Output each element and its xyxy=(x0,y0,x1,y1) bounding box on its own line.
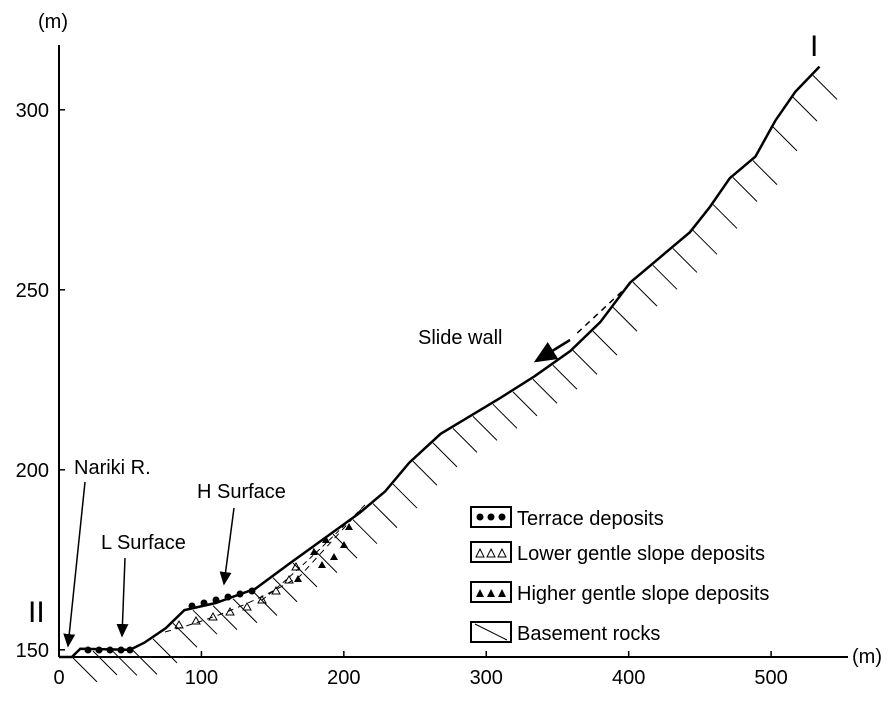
y-tick-label: 150 xyxy=(16,640,49,662)
hatch xyxy=(533,379,557,403)
legend-label: Higher gentle slope deposits xyxy=(517,583,769,605)
annotation: L Surface xyxy=(101,532,186,554)
hatch xyxy=(313,549,337,573)
hatch xyxy=(233,599,257,623)
hatch xyxy=(473,416,497,440)
legend-label: Lower gentle slope deposits xyxy=(517,543,765,565)
hatch xyxy=(373,504,397,528)
hatch xyxy=(253,592,277,616)
hatch xyxy=(153,639,177,663)
hatch xyxy=(673,248,697,272)
hatch xyxy=(593,331,617,355)
chart: (m) (m) I II Slide wall Nariki R. L Surf… xyxy=(0,0,890,709)
hatch xyxy=(173,623,197,647)
hatch xyxy=(753,161,777,185)
hatch xyxy=(133,650,157,674)
x-tick-label: 500 xyxy=(754,667,787,689)
hatch xyxy=(773,127,797,151)
hatch xyxy=(613,307,637,331)
hatch xyxy=(293,563,317,587)
legend: Terrace deposits Lower gentle slope depo… xyxy=(471,507,769,645)
annotation: Slide wall xyxy=(418,327,502,349)
x-tick-label: 100 xyxy=(185,667,218,689)
hatch xyxy=(653,265,677,289)
legend-label: Basement rocks xyxy=(517,623,660,645)
hatch xyxy=(93,651,117,675)
hatch xyxy=(353,520,377,544)
annotation: Nariki R. xyxy=(74,457,151,479)
hatch xyxy=(213,606,237,630)
legend-label: Terrace deposits xyxy=(517,508,664,530)
x-tick-label: 200 xyxy=(327,667,360,689)
hatch xyxy=(113,651,137,675)
hatch xyxy=(73,658,97,682)
profile-line xyxy=(59,67,820,657)
annotation: H Surface xyxy=(197,481,286,503)
hatch xyxy=(633,282,657,306)
hatch xyxy=(573,350,597,374)
hatch xyxy=(713,204,737,228)
y-tick-label: 250 xyxy=(16,280,49,302)
hatch xyxy=(793,97,817,121)
hatch xyxy=(453,428,477,452)
hatch xyxy=(333,534,357,558)
hatch xyxy=(813,75,837,99)
x-axis-label: (m) xyxy=(852,646,882,668)
x-tick-label: 300 xyxy=(470,667,503,689)
x-tick-label: 400 xyxy=(612,667,645,689)
hatch xyxy=(413,461,437,485)
y-tick-label: 200 xyxy=(16,460,49,482)
hatch xyxy=(553,365,577,389)
hatch xyxy=(733,177,757,201)
hatch xyxy=(493,404,517,428)
section-end-label: II xyxy=(28,596,45,629)
hatch xyxy=(393,484,417,508)
hatch xyxy=(513,392,537,416)
y-tick-label: 300 xyxy=(16,100,49,122)
hatch xyxy=(693,230,717,254)
y-axis-label: (m) xyxy=(38,11,68,33)
hatch xyxy=(433,443,457,467)
x-tick-label: 0 xyxy=(53,667,64,689)
section-end-label: I xyxy=(810,30,818,63)
